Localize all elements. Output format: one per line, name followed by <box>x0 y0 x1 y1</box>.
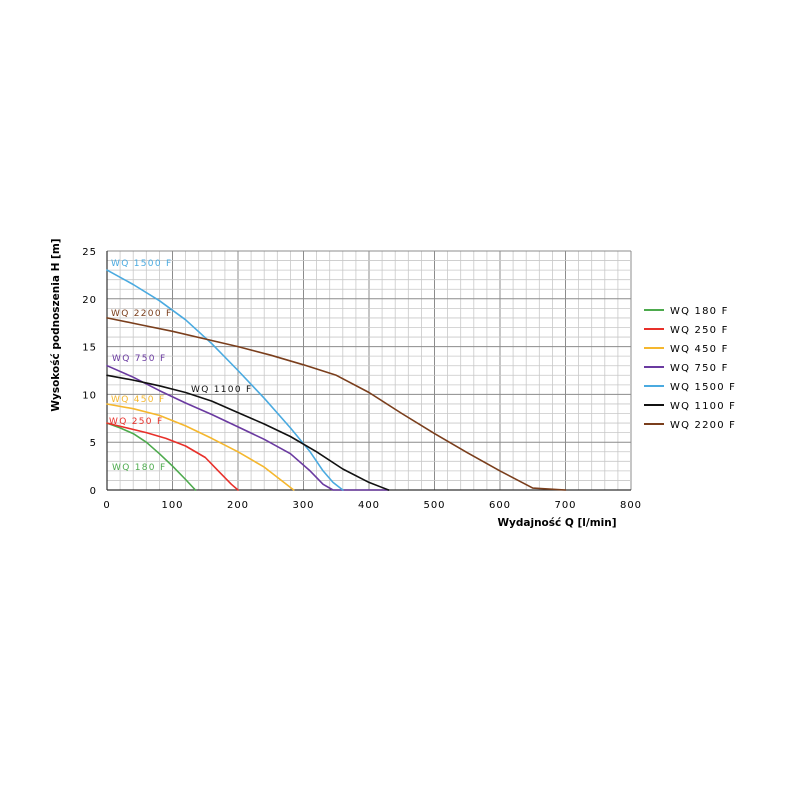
series-annotation: WQ 2200 F <box>111 309 173 319</box>
plot-grid <box>106 250 632 491</box>
x-axis-title: Wydajność Q [l/min] <box>497 517 616 529</box>
legend-label: WQ 2200 F <box>670 420 736 431</box>
x-tick-label: 300 <box>292 500 314 511</box>
series-annotation: WQ 450 F <box>111 395 165 405</box>
series-annotation: WQ 1100 F <box>191 385 253 395</box>
x-tick-label: 100 <box>161 500 183 511</box>
legend-label: WQ 750 F <box>670 363 729 374</box>
legend-label: WQ 1500 F <box>670 382 736 393</box>
y-tick-label: 20 <box>82 295 97 306</box>
x-tick-label: 400 <box>358 500 380 511</box>
y-axis-title: Wysokość podnoszenia H [m] <box>50 238 62 411</box>
series-annotation: WQ 250 F <box>109 417 163 427</box>
x-tick-label: 600 <box>489 500 511 511</box>
legend-label: WQ 250 F <box>670 325 729 336</box>
series-line <box>106 422 239 491</box>
x-tick-label: 800 <box>620 500 642 511</box>
series-annotation: WQ 750 F <box>112 354 166 364</box>
series-line <box>106 374 390 491</box>
x-axis-ticks: 0 100 200 300 400 500 600 700 800 <box>103 500 642 511</box>
series-line <box>106 364 390 491</box>
x-tick-label: 200 <box>227 500 249 511</box>
y-tick-label: 10 <box>82 390 97 401</box>
series-line <box>106 317 567 491</box>
y-tick-label: 5 <box>90 438 97 449</box>
y-tick-label: 15 <box>82 343 97 354</box>
x-tick-label: 500 <box>423 500 445 511</box>
x-tick-label: 700 <box>554 500 576 511</box>
legend-label: WQ 1100 F <box>670 401 736 412</box>
series-annotation: WQ 180 F <box>112 463 166 473</box>
series-line <box>106 403 295 491</box>
series-annotation: WQ 1500 F <box>111 259 173 269</box>
series-lines <box>106 269 567 491</box>
series-line <box>106 422 197 491</box>
series-annotations: WQ 180 F WQ 250 F WQ 450 F WQ 750 F WQ 1500 … <box>109 259 253 473</box>
y-tick-label: 25 <box>82 247 97 258</box>
y-tick-label: 0 <box>90 486 97 497</box>
x-tick-label: 0 <box>103 500 110 511</box>
legend-label: WQ 180 F <box>670 306 729 317</box>
legend: WQ 180 F WQ 250 F WQ 450 F WQ 750 F WQ 1500 … <box>644 306 736 431</box>
y-axis-ticks: 0 5 10 15 20 25 <box>82 247 97 497</box>
legend-label: WQ 450 F <box>670 344 729 355</box>
series-line <box>106 269 344 491</box>
